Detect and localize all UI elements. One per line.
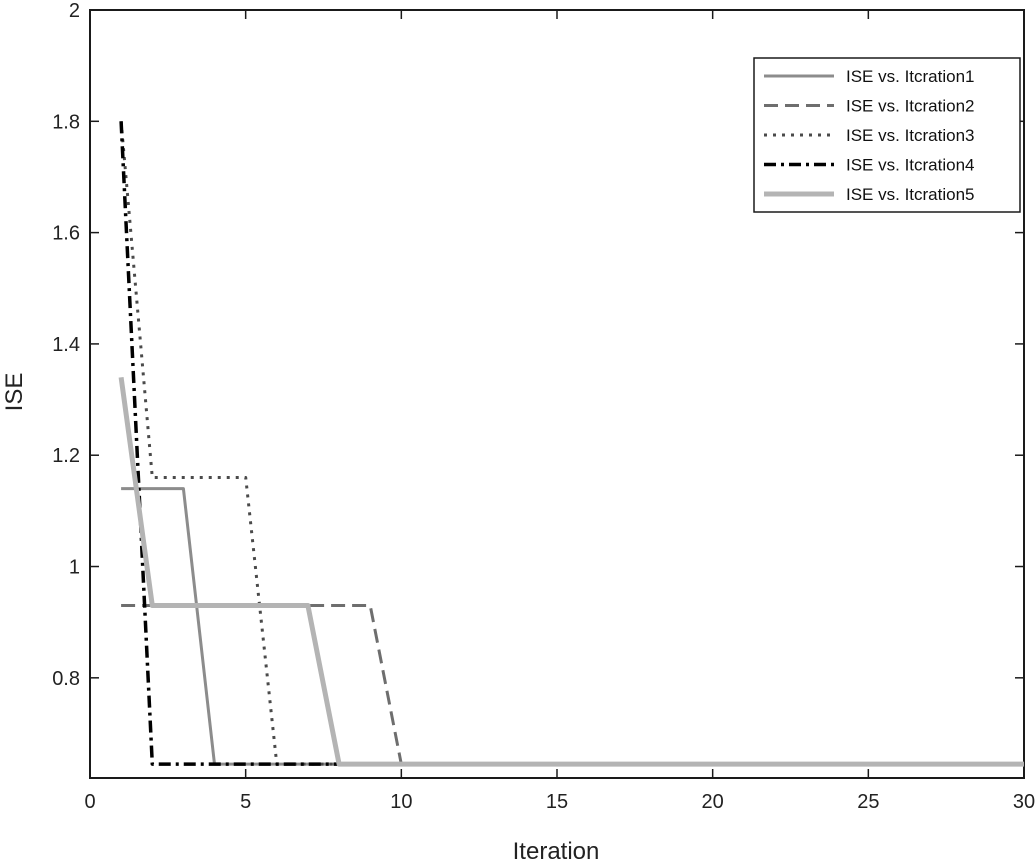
x-tick-label: 15 [546,791,568,813]
series-line-4 [119,121,1024,766]
legend-label-5: ISE vs. Itcration5 [846,185,975,204]
y-axis-title: ISE [1,373,28,412]
x-tick-label: 10 [390,791,412,813]
x-tick-label: 5 [240,791,251,813]
series-line-3 [119,121,1024,766]
y-tick-label: 1.8 [52,111,80,133]
x-axis-title: Iteration [513,838,600,860]
legend-label-1: ISE vs. Itcration1 [846,67,975,86]
legend-label-4: ISE vs. Itcration4 [846,156,975,175]
x-tick-label: 25 [857,791,879,813]
x-tick-label: 30 [1013,791,1035,813]
x-axis: 0 5 10 15 20 25 30 [84,10,1035,813]
x-tick-label: 20 [702,791,724,813]
y-tick-label: 0.8 [52,668,80,690]
series-layer [118,121,1024,767]
y-tick-label: 2 [69,0,80,22]
series-line-5 [118,376,1024,767]
y-tick-label: 1 [69,557,80,579]
x-tick-label: 0 [84,791,95,813]
legend-label-2: ISE vs. Itcration2 [846,97,975,116]
y-axis: 0.8 1 1.2 1.4 1.6 1.8 2 [52,0,1024,690]
legend-label-3: ISE vs. Itcration3 [846,126,975,145]
y-tick-label: 1.4 [52,334,80,356]
y-tick-label: 1.6 [52,223,80,245]
legend: ISE vs. Itcration1 ISE vs. Itcration2 ISE … [753,57,1021,213]
y-tick-label: 1.2 [52,445,80,467]
legend-box [753,57,1021,213]
